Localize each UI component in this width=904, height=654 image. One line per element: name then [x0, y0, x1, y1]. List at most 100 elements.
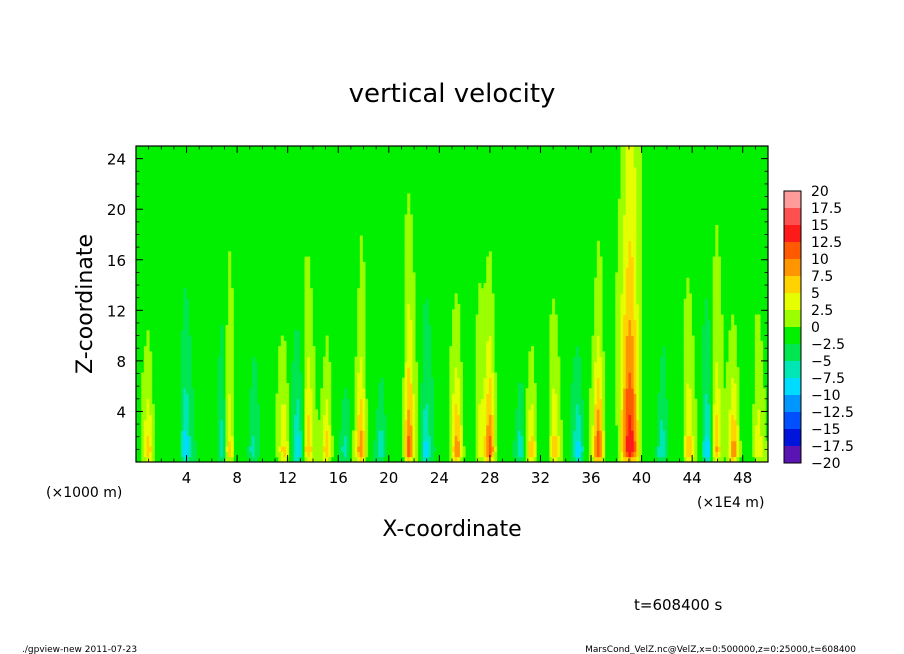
- heatmap-cell: [531, 372, 535, 379]
- heatmap-cell: [581, 440, 585, 447]
- heatmap-cell: [620, 356, 624, 363]
- heatmap-cell: [704, 367, 708, 373]
- heatmap-cell: [617, 304, 621, 310]
- heatmap-cell: [599, 330, 603, 336]
- heatmap-cell: [362, 351, 366, 358]
- heatmap-cell: [409, 214, 413, 221]
- heatmap-cell: [689, 430, 693, 437]
- heatmap-cell: [554, 361, 558, 368]
- heatmap-cell: [704, 383, 708, 389]
- heatmap-cell: [188, 404, 192, 410]
- heatmap-cell: [725, 404, 729, 410]
- heatmap-cell: [549, 419, 553, 426]
- heatmap-cell: [220, 393, 224, 400]
- heatmap-cell: [183, 330, 187, 336]
- heatmap-cell: [733, 451, 737, 458]
- heatmap-cell: [620, 230, 624, 236]
- heatmap-cell: [228, 372, 232, 379]
- heatmap-cell: [638, 193, 642, 200]
- heatmap-cell: [312, 409, 316, 415]
- heatmap-cell: [494, 409, 498, 415]
- heatmap-cell: [141, 388, 145, 394]
- heatmap-cell: [294, 404, 298, 410]
- heatmap-cell: [578, 404, 582, 410]
- heatmap-cell: [665, 419, 669, 426]
- heatmap-cell: [723, 451, 727, 458]
- heatmap-cell: [596, 240, 600, 247]
- heatmap-cell: [631, 451, 635, 458]
- heatmap-cell: [491, 456, 495, 463]
- heatmap-cell: [357, 430, 361, 437]
- heatmap-cell: [230, 388, 234, 394]
- heatmap-cell: [591, 335, 595, 342]
- heatmap-cell: [488, 414, 492, 421]
- heatmap-cell: [728, 372, 732, 379]
- heatmap-cell: [457, 340, 461, 347]
- heatmap-cell: [762, 393, 766, 400]
- heatmap-cell: [712, 419, 716, 426]
- heatmap-cell: [480, 393, 484, 400]
- heatmap-cell: [491, 309, 495, 315]
- heatmap-cell: [254, 361, 258, 368]
- heatmap-cell: [146, 367, 150, 373]
- heatmap-cell: [528, 430, 532, 437]
- heatmap-cell: [638, 288, 642, 294]
- heatmap-cell: [689, 298, 693, 305]
- heatmap-cell: [531, 351, 535, 358]
- heatmap-cell: [620, 267, 624, 273]
- heatmap-cell: [217, 446, 221, 452]
- heatmap-cell: [599, 351, 603, 358]
- heatmap-cell: [533, 388, 537, 394]
- heatmap-cell: [230, 356, 234, 363]
- heatmap-cell: [230, 451, 234, 458]
- heatmap-cell: [183, 409, 187, 415]
- heatmap-cell: [691, 377, 695, 384]
- heatmap-cell: [623, 383, 627, 389]
- heatmap-cell: [757, 456, 761, 463]
- heatmap-cell: [731, 377, 735, 384]
- heatmap-cell: [686, 425, 690, 431]
- heatmap-cell: [638, 282, 642, 289]
- heatmap-cell: [625, 398, 629, 405]
- heatmap-cell: [428, 351, 432, 358]
- heatmap-cell: [591, 356, 595, 363]
- heatmap-cell: [636, 388, 640, 394]
- heatmap-cell: [557, 456, 561, 463]
- heatmap-cell: [407, 214, 411, 221]
- heatmap-cell: [615, 404, 619, 410]
- heatmap-cell: [636, 425, 640, 431]
- heatmap-cell: [570, 383, 574, 389]
- heatmap-cell: [480, 304, 484, 310]
- heatmap-cell: [307, 414, 311, 421]
- heatmap-cell: [380, 383, 384, 389]
- heatmap-cell: [378, 430, 382, 437]
- heatmap-cell: [146, 425, 150, 431]
- heatmap-cell: [623, 177, 627, 184]
- heatmap-cell: [475, 398, 479, 405]
- heatmap-cell: [249, 430, 253, 437]
- heatmap-cell: [220, 361, 224, 368]
- heatmap-cell: [486, 298, 490, 305]
- heatmap-cell: [478, 377, 482, 384]
- heatmap-cell: [554, 314, 558, 321]
- heatmap-cell: [480, 435, 484, 442]
- heatmap-cell: [401, 435, 405, 442]
- heatmap-cell: [694, 419, 698, 426]
- heatmap-cell: [717, 267, 721, 273]
- heatmap-cell: [322, 361, 326, 368]
- heatmap-cell: [257, 425, 261, 431]
- heatmap-cell: [494, 419, 498, 426]
- heatmap-cell: [757, 435, 761, 442]
- heatmap-cell: [320, 414, 324, 421]
- heatmap-cell: [636, 335, 640, 342]
- heatmap-cell: [625, 235, 629, 242]
- heatmap-cell: [557, 361, 561, 368]
- heatmap-cell: [186, 398, 190, 405]
- heatmap-cell: [686, 340, 690, 347]
- heatmap-cell: [689, 335, 693, 342]
- heatmap-cell: [341, 419, 345, 426]
- heatmap-cell: [354, 451, 358, 458]
- heatmap-cell: [141, 435, 145, 442]
- heatmap-cell: [712, 309, 716, 315]
- heatmap-cell: [296, 393, 300, 400]
